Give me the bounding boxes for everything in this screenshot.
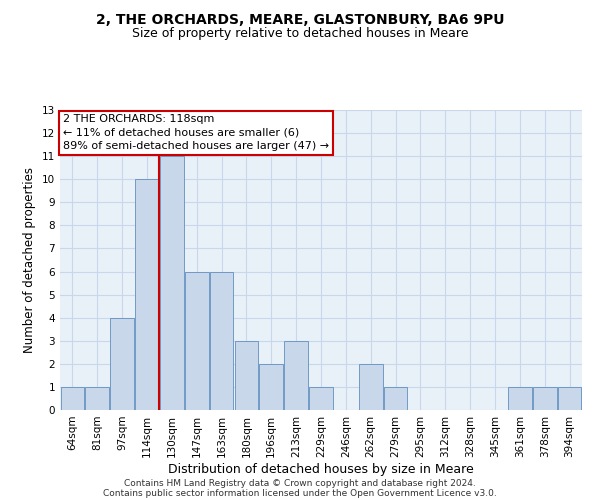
- Bar: [110, 318, 134, 410]
- Bar: [210, 272, 233, 410]
- Bar: [160, 156, 184, 410]
- Bar: [533, 387, 557, 410]
- Bar: [61, 387, 84, 410]
- Bar: [85, 387, 109, 410]
- Bar: [558, 387, 581, 410]
- X-axis label: Distribution of detached houses by size in Meare: Distribution of detached houses by size …: [168, 462, 474, 475]
- Text: Size of property relative to detached houses in Meare: Size of property relative to detached ho…: [132, 28, 468, 40]
- Text: Contains public sector information licensed under the Open Government Licence v3: Contains public sector information licen…: [103, 488, 497, 498]
- Bar: [508, 387, 532, 410]
- Y-axis label: Number of detached properties: Number of detached properties: [23, 167, 37, 353]
- Bar: [384, 387, 407, 410]
- Text: Contains HM Land Registry data © Crown copyright and database right 2024.: Contains HM Land Registry data © Crown c…: [124, 478, 476, 488]
- Text: 2, THE ORCHARDS, MEARE, GLASTONBURY, BA6 9PU: 2, THE ORCHARDS, MEARE, GLASTONBURY, BA6…: [96, 12, 504, 26]
- Text: 2 THE ORCHARDS: 118sqm
← 11% of detached houses are smaller (6)
89% of semi-deta: 2 THE ORCHARDS: 118sqm ← 11% of detached…: [62, 114, 329, 151]
- Bar: [309, 387, 333, 410]
- Bar: [284, 341, 308, 410]
- Bar: [259, 364, 283, 410]
- Bar: [235, 341, 258, 410]
- Bar: [135, 179, 159, 410]
- Bar: [185, 272, 209, 410]
- Bar: [359, 364, 383, 410]
